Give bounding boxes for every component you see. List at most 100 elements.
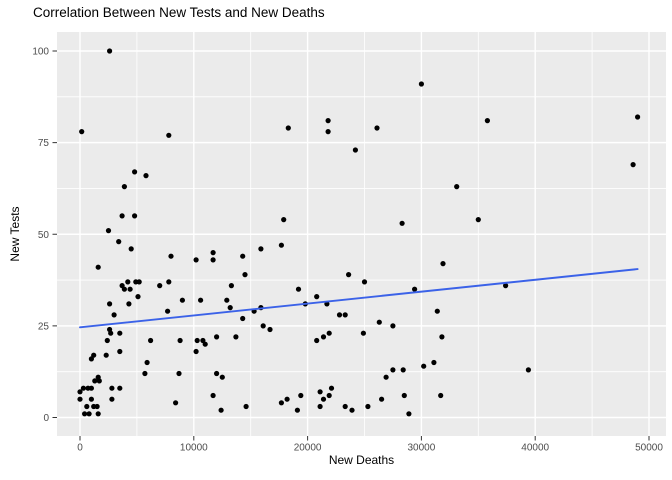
data-point	[390, 367, 396, 373]
data-point	[176, 370, 182, 377]
data-point	[173, 400, 179, 406]
data-point	[346, 272, 352, 278]
data-point	[400, 367, 406, 373]
data-point	[79, 129, 85, 135]
data-point	[233, 334, 239, 340]
data-point	[320, 334, 327, 340]
data-point	[103, 352, 109, 358]
data-point	[418, 81, 424, 87]
data-point	[242, 272, 248, 278]
data-point	[80, 385, 86, 391]
data-point	[294, 407, 300, 413]
data-point	[116, 239, 122, 245]
data-point	[84, 403, 90, 410]
data-point	[96, 378, 102, 384]
data-point	[314, 294, 320, 300]
data-point	[285, 125, 291, 131]
data-point	[360, 330, 366, 336]
y-tick-label: 100	[32, 47, 49, 58]
data-point	[260, 323, 266, 329]
data-point	[142, 370, 148, 377]
data-point	[108, 330, 114, 336]
data-point	[218, 407, 224, 413]
data-point	[630, 162, 636, 168]
y-tick-label: 50	[38, 230, 50, 241]
data-point	[132, 213, 138, 219]
data-point	[349, 407, 355, 413]
x-tick-label: 50000	[635, 443, 663, 454]
data-point	[166, 279, 172, 285]
data-point	[438, 392, 444, 399]
data-point	[484, 118, 490, 124]
data-point	[365, 403, 371, 410]
data-point	[320, 396, 327, 402]
data-point	[148, 337, 154, 344]
data-point	[214, 370, 220, 377]
x-tick-label: 0	[77, 443, 83, 454]
data-point	[157, 283, 163, 289]
data-point	[295, 286, 302, 292]
data-point	[224, 297, 230, 303]
data-point	[121, 184, 127, 190]
y-tick-label: 25	[38, 321, 50, 332]
data-point	[314, 337, 320, 344]
data-point	[431, 359, 437, 366]
data-point	[352, 147, 358, 153]
trend-line	[79, 268, 639, 329]
data-point	[361, 279, 368, 285]
data-point	[179, 297, 185, 303]
data-point	[440, 261, 446, 267]
data-point	[77, 389, 83, 395]
data-point	[240, 253, 246, 259]
data-point	[240, 315, 246, 322]
data-point	[317, 403, 323, 410]
data-point	[125, 279, 131, 285]
x-tick-label: 30000	[407, 443, 435, 454]
data-point	[406, 411, 412, 417]
plot-title: Correlation Between New Tests and New De…	[33, 5, 325, 20]
data-point	[219, 374, 225, 380]
x-tick-label: 40000	[521, 443, 549, 454]
data-point	[88, 396, 94, 402]
y-tick-label: 75	[38, 138, 50, 149]
data-point	[95, 264, 101, 270]
data-point	[111, 312, 117, 318]
data-point	[434, 308, 440, 314]
data-point	[168, 253, 174, 259]
data-point	[91, 352, 97, 358]
data-point	[454, 184, 460, 190]
data-point	[267, 326, 273, 333]
data-point	[198, 297, 204, 303]
data-point	[94, 403, 100, 410]
data-point	[109, 396, 115, 402]
data-point	[342, 403, 348, 410]
data-point	[298, 392, 304, 399]
data-point	[194, 337, 200, 344]
data-point	[117, 385, 123, 391]
data-point	[210, 257, 216, 263]
data-point	[77, 396, 83, 402]
data-point	[228, 283, 234, 289]
data-point	[258, 246, 264, 252]
data-point	[214, 334, 220, 340]
data-point	[412, 286, 418, 292]
data-point	[95, 411, 101, 417]
data-point	[374, 125, 380, 131]
data-point	[278, 242, 284, 248]
data-point	[503, 283, 509, 289]
data-point	[82, 411, 88, 417]
data-point	[105, 228, 112, 234]
data-point	[202, 341, 208, 347]
data-point	[144, 359, 150, 366]
y-axis-title: New Tests	[8, 206, 22, 262]
data-point	[117, 330, 123, 336]
data-point	[325, 118, 331, 124]
data-point	[119, 213, 125, 219]
data-point	[136, 279, 142, 285]
data-point	[401, 392, 407, 399]
data-point	[126, 301, 132, 307]
data-point	[379, 396, 385, 402]
data-point	[117, 348, 123, 355]
x-tick-label: 20000	[294, 443, 322, 454]
